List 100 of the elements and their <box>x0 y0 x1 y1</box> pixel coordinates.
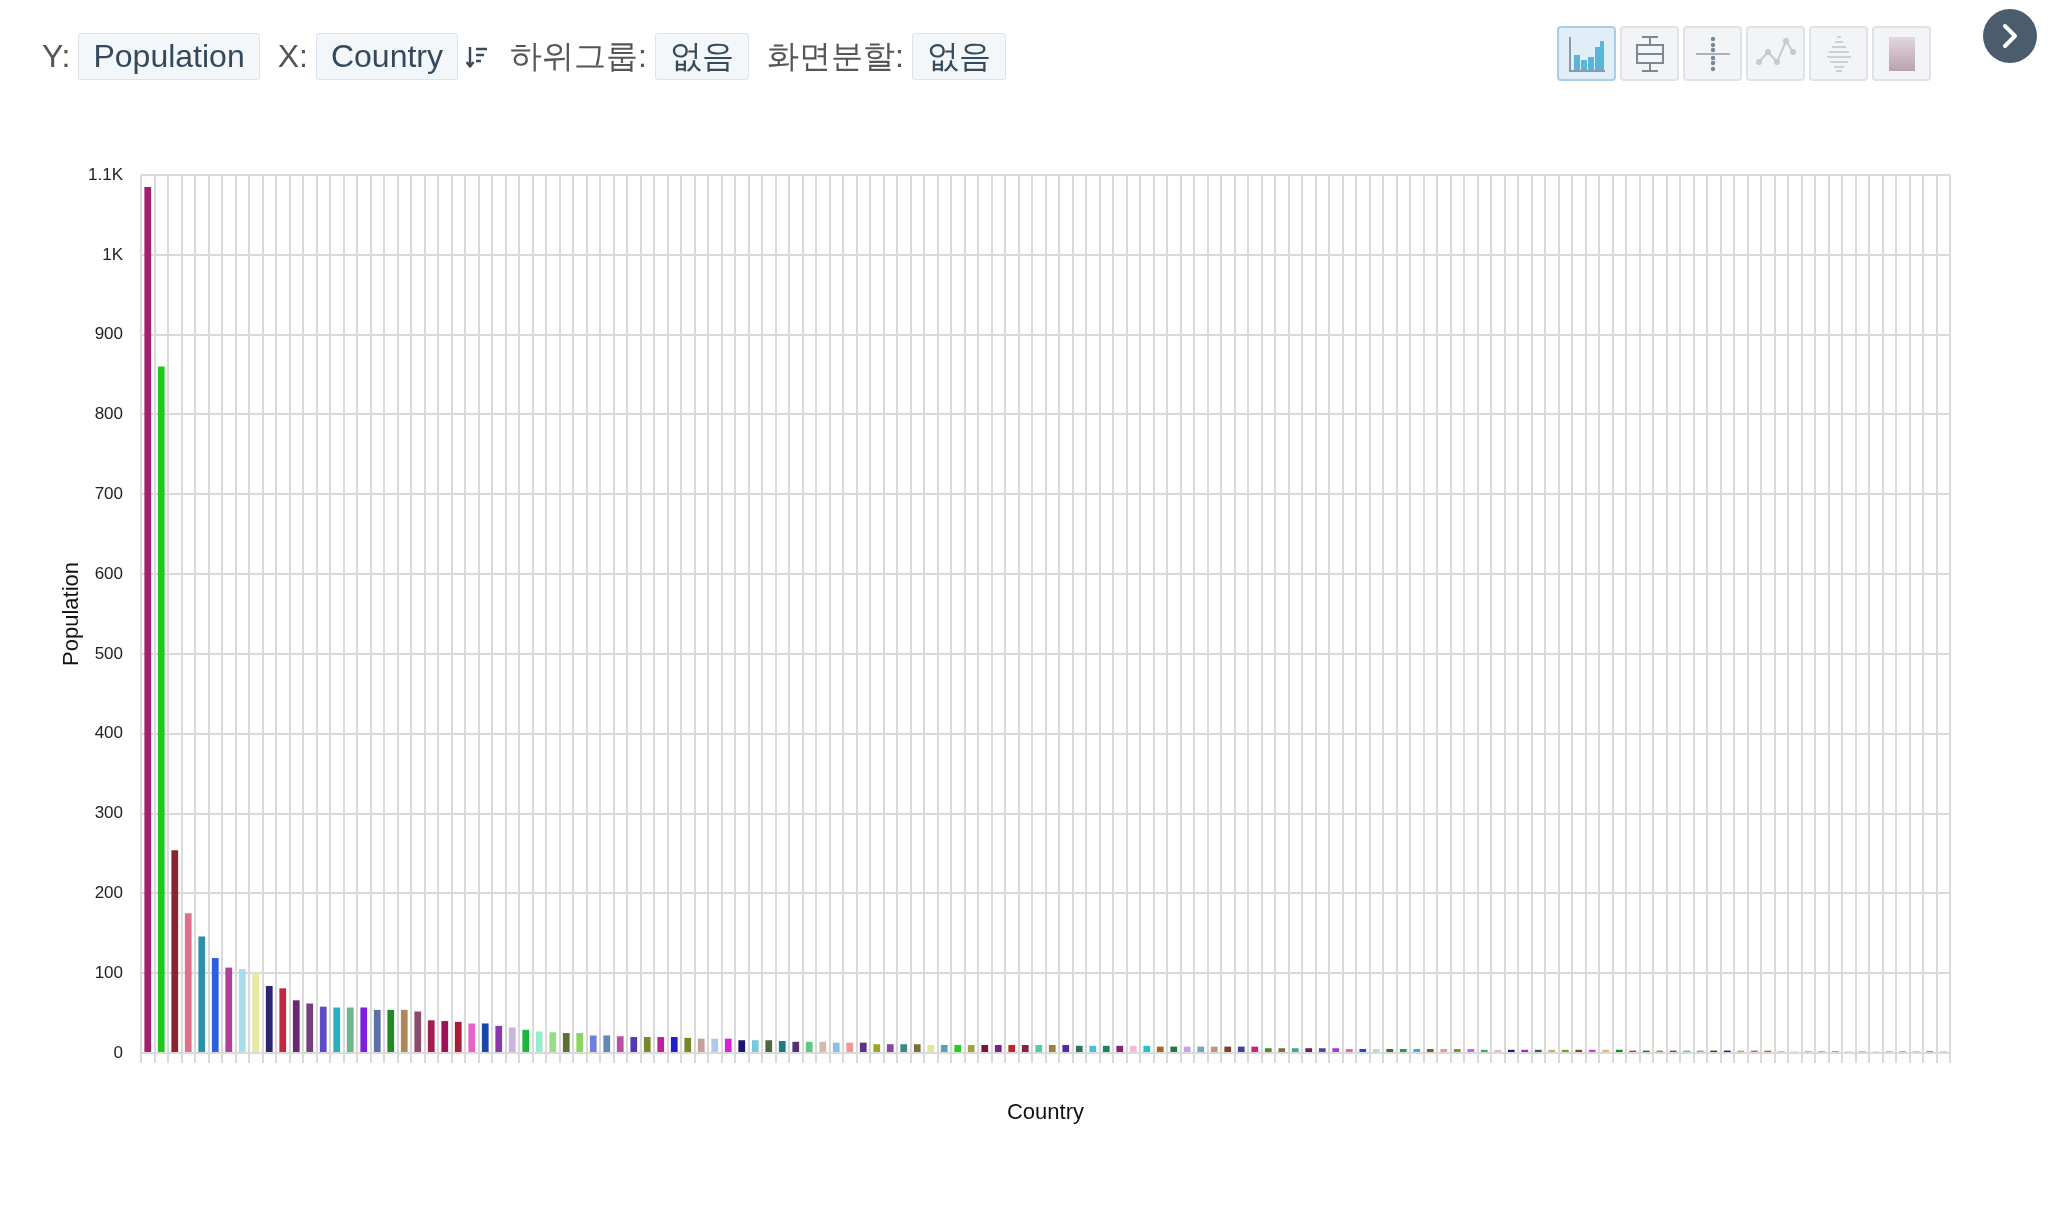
bar <box>1008 1045 1016 1052</box>
bar <box>1507 1049 1515 1052</box>
y-axis-title: Population <box>58 562 84 666</box>
y-field: Population <box>78 33 260 80</box>
bar <box>1561 1049 1569 1052</box>
bar <box>198 936 206 1052</box>
bar <box>252 973 260 1052</box>
bar <box>1318 1048 1326 1052</box>
bar <box>900 1044 908 1052</box>
bar <box>387 1009 395 1052</box>
y-tick-label: 900 <box>94 324 123 344</box>
bar <box>657 1037 665 1052</box>
bar <box>495 1025 503 1052</box>
bar <box>1102 1045 1110 1052</box>
bar <box>967 1045 975 1052</box>
bar <box>765 1040 773 1052</box>
bar <box>1399 1049 1407 1052</box>
bar <box>927 1045 935 1052</box>
bar <box>144 186 152 1052</box>
bar <box>1480 1049 1488 1052</box>
y-tick-label: 600 <box>94 563 123 583</box>
bar <box>1588 1049 1596 1052</box>
bar <box>873 1044 881 1052</box>
bar <box>832 1042 840 1052</box>
bar <box>1291 1048 1299 1052</box>
bar <box>1021 1045 1029 1052</box>
x-field: Country <box>315 33 458 80</box>
bar <box>846 1042 854 1052</box>
bar <box>306 1003 314 1052</box>
bar <box>238 969 246 1052</box>
bar <box>1548 1049 1556 1052</box>
bar <box>643 1037 651 1052</box>
bar <box>751 1040 759 1052</box>
bar <box>1156 1046 1164 1052</box>
bar <box>265 985 273 1052</box>
bar <box>630 1037 638 1052</box>
bar <box>859 1042 867 1052</box>
bar <box>1143 1045 1151 1052</box>
bar <box>1116 1045 1124 1052</box>
bar <box>1440 1049 1448 1052</box>
bar <box>468 1023 476 1052</box>
bar <box>1602 1049 1610 1052</box>
text: X: <box>277 38 308 75</box>
bar <box>562 1033 570 1052</box>
text: Y: <box>42 38 71 75</box>
bar <box>697 1038 705 1052</box>
bar <box>454 1021 462 1052</box>
bar <box>1372 1049 1380 1052</box>
bar <box>1332 1048 1340 1052</box>
bar <box>589 1035 597 1052</box>
bar <box>319 1006 327 1052</box>
subgroup-field: 없음 <box>654 33 749 80</box>
bar <box>1197 1046 1205 1052</box>
bar <box>211 958 219 1052</box>
bar <box>1075 1045 1083 1052</box>
y-tick-label: 300 <box>94 803 123 823</box>
bar <box>913 1044 921 1052</box>
y-tick-label: 1.1K <box>88 164 124 184</box>
bar <box>1521 1049 1529 1052</box>
bar <box>184 913 192 1052</box>
bar <box>1237 1046 1245 1052</box>
bar <box>805 1041 813 1052</box>
bar <box>886 1044 894 1052</box>
text: 하위그룹: <box>509 36 647 76</box>
bar <box>1494 1049 1502 1052</box>
bar <box>1035 1045 1043 1052</box>
bar <box>346 1007 354 1052</box>
bar <box>792 1041 800 1052</box>
bar <box>1251 1046 1259 1052</box>
bar <box>940 1045 948 1052</box>
bar <box>738 1040 746 1052</box>
bar <box>279 988 287 1052</box>
bar <box>225 967 233 1052</box>
bar <box>670 1037 678 1052</box>
bar <box>373 1009 381 1052</box>
bar <box>1089 1045 1097 1052</box>
bar <box>441 1021 449 1052</box>
bar <box>535 1031 543 1052</box>
bar <box>954 1045 962 1052</box>
y-tick-label: 200 <box>94 883 123 903</box>
bar <box>333 1007 341 1052</box>
bar <box>576 1033 584 1052</box>
y-tick-label: 0 <box>113 1042 123 1062</box>
bar <box>292 1000 300 1052</box>
bar <box>616 1036 624 1052</box>
bar <box>994 1045 1002 1052</box>
bar <box>1224 1046 1232 1052</box>
bar <box>1305 1048 1313 1052</box>
bar <box>1413 1049 1421 1052</box>
bar <box>481 1023 489 1052</box>
y-tick-label: 700 <box>94 483 123 503</box>
bar <box>414 1011 422 1052</box>
bar <box>1534 1049 1542 1052</box>
bar <box>1183 1046 1191 1052</box>
y-tick-label: 800 <box>94 404 123 424</box>
bar <box>1575 1049 1583 1052</box>
bar <box>549 1032 557 1052</box>
bar <box>1210 1046 1218 1052</box>
bar <box>711 1038 719 1052</box>
bar <box>427 1020 435 1052</box>
